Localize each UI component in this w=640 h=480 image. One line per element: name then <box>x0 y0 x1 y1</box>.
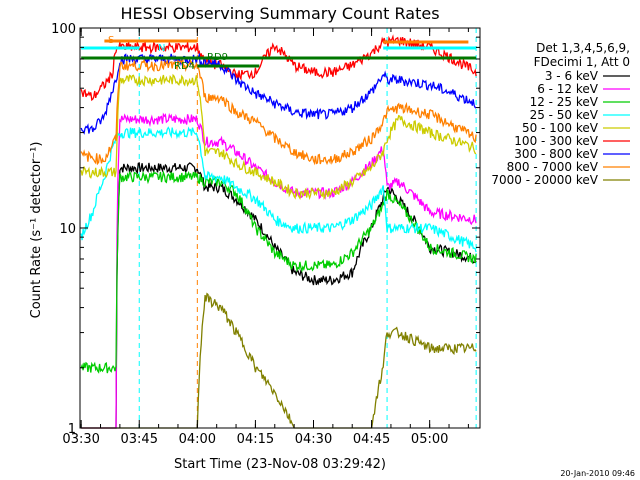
axis-layer: 1 10 100 03:30 03:45 04:00 04:15 04:30 04:45 05:0… <box>51 22 481 447</box>
chart-title: HESSI Observing Summary Count Rates <box>120 4 439 23</box>
legend-label-50-100: 50 - 100 keV <box>522 121 599 135</box>
legend-label-100-300: 100 - 300 keV <box>514 134 598 148</box>
x-tick-label-0: 03:30 <box>62 432 99 447</box>
legend-label-3-6: 3 - 6 keV <box>545 69 599 83</box>
legend-label-25-50: 25 - 50 keV <box>530 108 599 122</box>
legend-label-800-7000: 800 - 7000 keV <box>507 160 599 174</box>
legend-label-6-12: 6 - 12 keV <box>537 82 599 96</box>
y-tick-label-2: 100 <box>51 22 76 37</box>
y-tick-label-1: 10 <box>59 222 76 237</box>
x-tick-label-1: 03:45 <box>121 432 158 447</box>
series-line-12-25 <box>80 170 477 374</box>
bar-rd4-label: RD4 <box>174 61 195 72</box>
series-line-100-300 <box>80 34 477 102</box>
series-line-25-50 <box>80 126 477 253</box>
bar-n-label: N <box>158 43 165 54</box>
legend-header-line-2: FDecimi 1, Att 0 <box>534 55 630 69</box>
annotation-layer: N S RD9 RD4 <box>81 35 477 72</box>
legend: Det 1,3,4,5,6,9, FDecimi 1, Att 0 3 - 6 … <box>491 41 630 187</box>
footer-timestamp: 20-Jan-2010 09:46 <box>560 469 635 478</box>
y-axis-label: Count Rate (s⁻¹ detector⁻¹) <box>29 142 44 319</box>
x-tick-label-2: 04:00 <box>179 432 216 447</box>
bar-rd9-label: RD9 <box>207 52 228 63</box>
x-tick-label-3: 04:15 <box>237 432 274 447</box>
x-tick-label-6: 05:00 <box>411 432 448 447</box>
legend-label-12-25: 12 - 25 keV <box>530 95 599 109</box>
bar-s-label: S <box>108 35 114 46</box>
series-layer <box>80 34 477 429</box>
x-axis-label: Start Time (23-Nov-08 03:29:42) <box>174 457 386 472</box>
x-tick-label-5: 04:45 <box>353 432 390 447</box>
legend-label-300-800: 300 - 800 keV <box>514 147 598 161</box>
legend-label-7000-20000: 7000 - 20000 keV <box>491 173 598 187</box>
legend-header-line-1: Det 1,3,4,5,6,9, <box>536 41 630 55</box>
x-tick-label-4: 04:30 <box>295 432 332 447</box>
y-tick-label-0: 1 <box>68 422 76 437</box>
series-line-50-100 <box>80 73 477 201</box>
series-line-800-7000 <box>80 57 477 166</box>
